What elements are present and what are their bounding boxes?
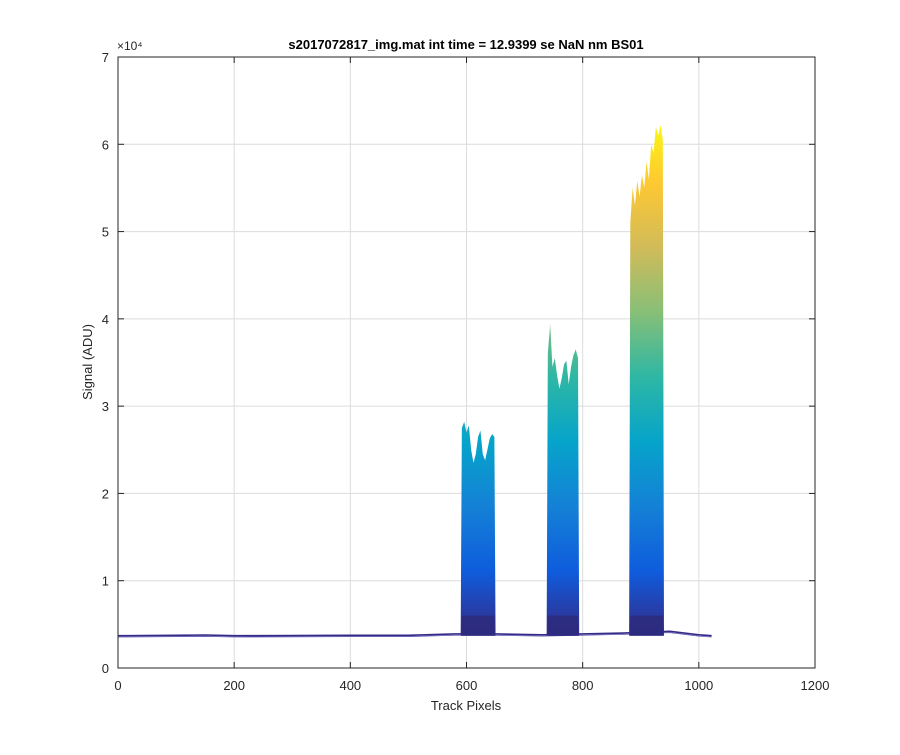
- peak-1-base: [461, 615, 495, 636]
- y-tick-label: 5: [102, 225, 109, 240]
- y-axis-exponent: ×10⁴: [117, 39, 143, 53]
- x-tick-label: 1200: [801, 678, 830, 693]
- grid: [118, 57, 815, 668]
- x-tick-label: 800: [572, 678, 594, 693]
- y-tick-label: 3: [102, 399, 109, 414]
- plot-area: [117, 125, 712, 638]
- y-tick-label: 4: [102, 312, 109, 327]
- y-tick-label: 2: [102, 486, 109, 501]
- x-tick-label: 1000: [684, 678, 713, 693]
- x-axis: 0 200 400 600 800 1000 1200: [114, 57, 829, 693]
- y-tick-label: 0: [102, 661, 109, 676]
- peak-2-base: [547, 615, 579, 636]
- chart-title: s2017072817_img.mat int time = 12.9399 s…: [288, 37, 643, 52]
- peak-3: [629, 125, 664, 636]
- peak-3-base: [630, 615, 663, 636]
- y-axis-label: Signal (ADU): [80, 324, 95, 400]
- x-tick-label: 600: [456, 678, 478, 693]
- x-tick-label: 400: [339, 678, 361, 693]
- peak-1: [460, 421, 496, 636]
- y-tick-label: 6: [102, 137, 109, 152]
- y-tick-label: 7: [102, 50, 109, 65]
- x-tick-label: 0: [114, 678, 121, 693]
- x-axis-label: Track Pixels: [431, 698, 502, 713]
- y-tick-label: 1: [102, 574, 109, 589]
- x-tick-label: 200: [223, 678, 245, 693]
- peak-2: [546, 324, 580, 636]
- y-axis: 0 1 2 3 4 5 6 7: [102, 50, 815, 676]
